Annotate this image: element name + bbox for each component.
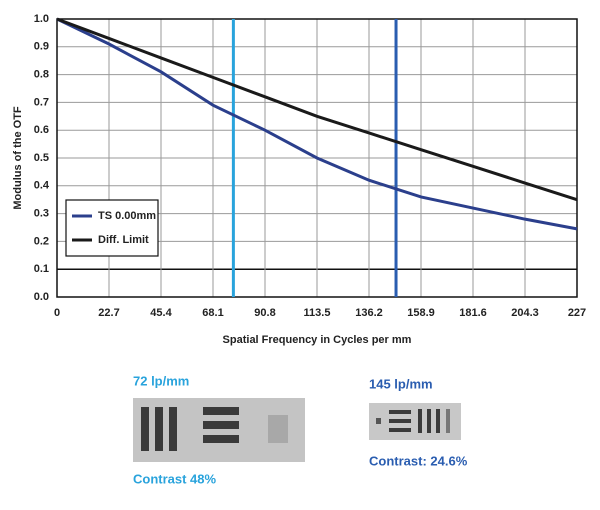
legend-label: Diff. Limit <box>98 234 149 246</box>
series-line <box>56 17 578 202</box>
y-tick-label: 0.2 <box>34 235 49 247</box>
x-tick-label: 158.9 <box>407 307 435 319</box>
y-axis-label: Modulus of the OTF <box>12 106 24 210</box>
x-tick-label: 90.8 <box>254 307 275 319</box>
x-tick-label: 181.6 <box>459 307 487 319</box>
x-tick-label: 204.3 <box>511 307 539 319</box>
target-image-72 <box>133 398 305 462</box>
y-tick-label: 0.9 <box>34 41 49 53</box>
x-axis-label: Spatial Frequency in Cycles per mm <box>223 334 412 346</box>
y-tick-label: 0.6 <box>34 124 49 136</box>
y-tick-label: 0.3 <box>34 208 49 220</box>
panel-label: 72 lp/mm <box>133 373 189 388</box>
panel-label: 145 lp/mm <box>369 376 433 391</box>
panel-contrast: Contrast 48% <box>133 471 217 486</box>
y-tick-label: 0.1 <box>34 263 49 275</box>
legend-box <box>65 199 159 257</box>
x-tick-label: 113.5 <box>304 307 331 319</box>
plot-frame <box>56 18 578 298</box>
x-tick-label: 68.1 <box>202 307 223 319</box>
y-tick-label: 0.7 <box>34 96 49 108</box>
y-tick-label: 0.4 <box>34 180 50 192</box>
y-tick-label: 0.5 <box>34 152 49 164</box>
y-tick-label: 0.0 <box>34 291 49 303</box>
x-tick-label: 136.2 <box>355 307 383 319</box>
series-line <box>56 17 578 231</box>
y-tick-label: 0.8 <box>34 69 49 81</box>
x-tick-label: 45.4 <box>150 307 172 319</box>
panel-contrast: Contrast: 24.6% <box>369 453 468 468</box>
target-image-145 <box>369 403 461 440</box>
x-tick-label: 227 <box>568 307 586 319</box>
x-tick-label: 0 <box>54 307 60 319</box>
x-tick-label: 22.7 <box>98 307 119 319</box>
y-tick-label: 1.0 <box>34 13 49 25</box>
legend-label: TS 0.00mm <box>98 210 156 222</box>
